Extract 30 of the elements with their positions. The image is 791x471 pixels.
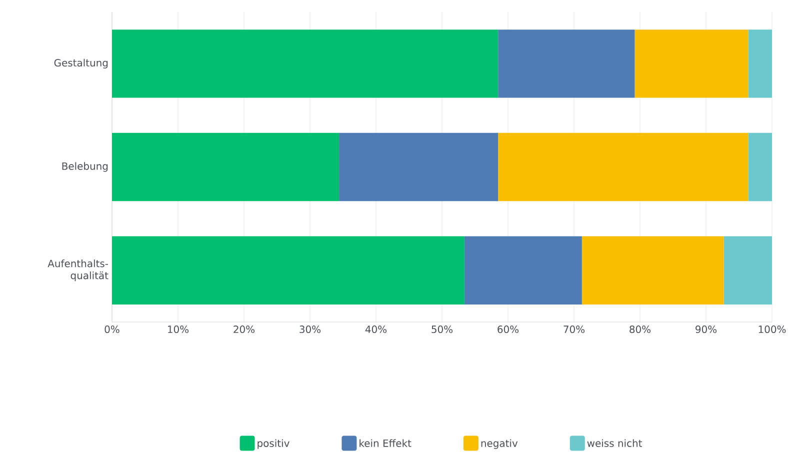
y-tick-label: Aufenthalts-qualität (48, 260, 108, 282)
x-tick-label: 40% (365, 326, 387, 334)
x-tick-label: 10% (168, 326, 189, 334)
bar (112, 236, 464, 304)
y-tick-label: Gestaltung (54, 58, 108, 68)
bar (724, 236, 772, 304)
x-tick-label: 60% (498, 326, 519, 334)
x-tick-label: 80% (630, 326, 651, 334)
x-tick-label: 30% (300, 326, 321, 334)
legend-label: positiv (258, 439, 290, 449)
bar (582, 236, 724, 304)
legend-label: negativ (481, 439, 518, 449)
x-tick-label: 100% (758, 326, 786, 334)
bar (339, 132, 498, 202)
legend-label: weiss nicht (587, 439, 642, 447)
bar (498, 30, 635, 98)
bar (634, 30, 748, 98)
bar (748, 132, 772, 202)
bar (112, 132, 340, 202)
x-tick-label: 0% (104, 326, 120, 334)
bar (748, 30, 772, 98)
legend-label: kein Effekt (360, 439, 412, 447)
bar (464, 236, 582, 304)
y-tick-label: Belebung (62, 162, 108, 172)
bar (112, 30, 498, 98)
x-tick-label: 50% (432, 326, 453, 334)
x-tick-label: 70% (564, 326, 585, 334)
bar (498, 132, 748, 202)
x-tick-label: 20% (234, 326, 255, 334)
x-tick-label: 90% (696, 326, 717, 334)
